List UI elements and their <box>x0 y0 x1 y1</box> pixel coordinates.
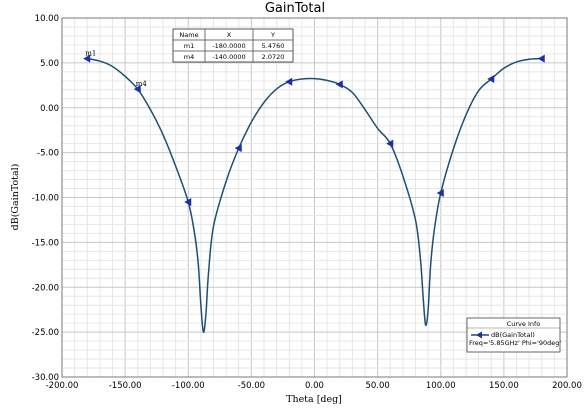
series-arrow-marker <box>386 139 394 148</box>
axis-ticks: -200.00 -150.00 -100.00 -50.00 0.00 50.00 100.… <box>32 14 582 391</box>
y-tick-label: -30.00 <box>32 373 59 383</box>
legend-trace-params: Freq='5.85GHz' Phi='90deg' <box>469 339 561 347</box>
marker-table-cell: -180.0000 <box>212 42 245 50</box>
marker-table: Name X Ym1 -180.0000 5.4760 m4 -140.0000 2.0720 <box>172 28 294 63</box>
y-axis-label: dB(GainTotal) <box>10 164 21 231</box>
marker-table-header: Y <box>270 31 275 39</box>
marker-table-header: Name <box>179 31 198 39</box>
chart-title: GainTotal <box>265 1 325 16</box>
marker-table-cell: m4 <box>184 53 194 61</box>
series-arrow-marker <box>537 54 545 63</box>
x-tick-label: -100.00 <box>172 381 205 391</box>
x-axis-label: Theta [deg] <box>286 394 342 405</box>
x-tick-label: 100.00 <box>426 381 456 391</box>
legend-arrow-marker <box>476 331 482 339</box>
series-group: m1 m4 <box>83 50 545 333</box>
plot-frame <box>61 17 568 378</box>
y-tick-label: -15.00 <box>32 238 59 248</box>
y-tick-label: -25.00 <box>32 328 59 338</box>
y-tick-label: 5.00 <box>40 59 59 69</box>
series-line-gaintotal <box>87 57 542 333</box>
x-tick-label: 150.00 <box>489 381 519 391</box>
marker-table-cell: -140.0000 <box>212 53 245 61</box>
marker-table-border <box>172 28 294 63</box>
series-arrow-marker <box>335 80 343 89</box>
series-arrow-marker <box>234 144 242 153</box>
marker-label: m1 <box>85 50 96 58</box>
y-tick-label: -10.00 <box>32 194 59 204</box>
series-arrow-marker <box>285 77 293 86</box>
x-tick-label: -150.00 <box>109 381 142 391</box>
y-tick-label: 0.00 <box>40 104 59 114</box>
series-arrow-marker <box>83 54 91 63</box>
x-tick-label: -200.00 <box>46 381 79 391</box>
y-tick-label: -20.00 <box>32 283 59 293</box>
x-tick-label: 50.00 <box>365 381 389 391</box>
series-arrow-marker <box>487 75 495 84</box>
marker-label: m4 <box>136 80 148 88</box>
y-tick-label: -5.00 <box>37 149 59 159</box>
legend-trace-name: dB(GainTotal) <box>491 331 535 339</box>
x-tick-label: -50.00 <box>238 381 265 391</box>
marker-table-cell-border <box>252 50 294 63</box>
series-arrow-marker <box>133 85 141 94</box>
x-tick-label: 200.00 <box>552 381 582 391</box>
marker-table-cell: 5.4760 <box>262 42 285 50</box>
x-tick-label: 0.00 <box>305 381 324 391</box>
series-arrow-marker <box>184 197 192 206</box>
curve-info-legend: Curve Info dB(GainTotal)Freq='5.85GHz' Ph… <box>466 317 561 353</box>
marker-table-header: X <box>227 31 232 39</box>
marker-table-cell: m1 <box>184 42 194 50</box>
series-arrow-marker <box>436 189 444 198</box>
y-tick-label: 10.00 <box>35 14 59 24</box>
grid <box>61 17 568 378</box>
curve-info-title: Curve Info <box>507 320 541 328</box>
marker-table-cell: 2.0720 <box>262 53 285 61</box>
